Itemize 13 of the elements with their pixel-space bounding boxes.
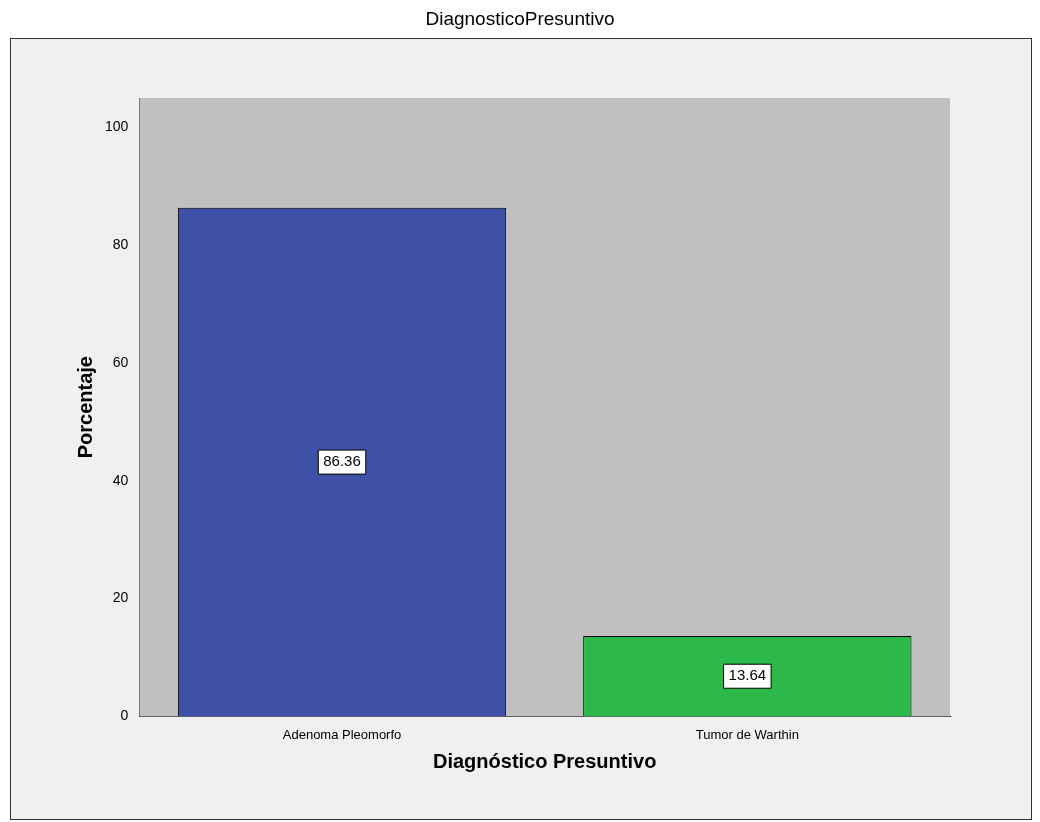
y-tick-label: 100 (105, 118, 129, 135)
y-tick-label: 40 (112, 471, 129, 488)
y-tick-label: 60 (112, 353, 129, 370)
x-tick-label: Tumor de Warthin (695, 726, 799, 742)
chart-title: DiagnosticoPresuntivo (424, 8, 616, 30)
y-tick-label: 80 (112, 236, 129, 253)
data-label: 13.64 (728, 666, 767, 684)
y-tick-label: 20 (112, 589, 129, 606)
y-tick-label: 0 (120, 707, 129, 724)
x-axis-title: Diagnóstico Presuntivo (432, 749, 657, 772)
y-axis-title: Porcentaje (73, 356, 96, 459)
x-tick-label: Adenoma Pleomorfo (282, 726, 402, 742)
data-label: 86.36 (323, 452, 361, 470)
